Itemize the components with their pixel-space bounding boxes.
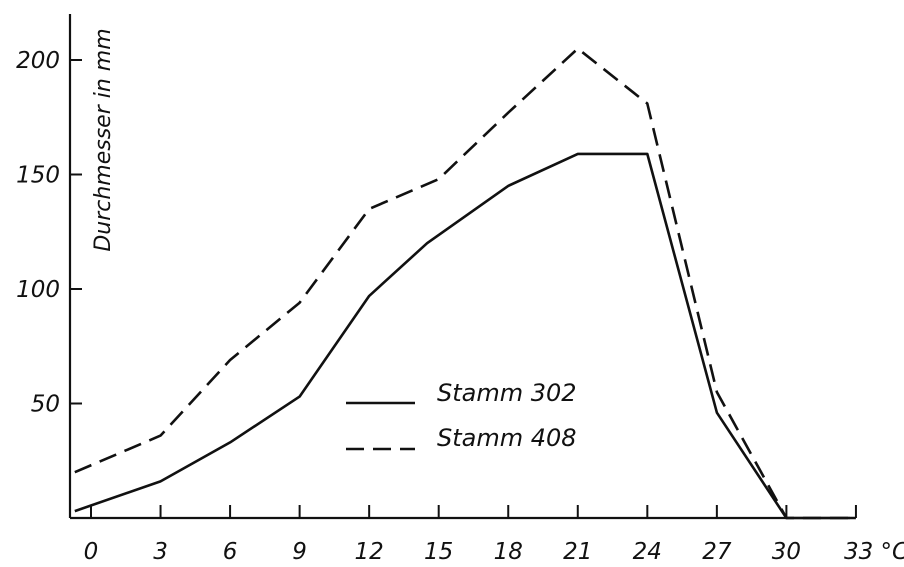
- y-tick-label: 200: [16, 48, 60, 74]
- y-tick-label: 150: [16, 163, 60, 189]
- y-tick-label: 50: [31, 392, 60, 418]
- x-tick-label: 27: [702, 539, 732, 565]
- y-tick-label: 100: [16, 277, 60, 303]
- x-tick-label: 33 °C: [844, 539, 904, 565]
- x-tick-label: 6: [223, 539, 238, 565]
- series-group: [74, 47, 856, 520]
- x-tick-label: 24: [633, 539, 662, 565]
- x-tick-label: 3: [153, 539, 168, 565]
- x-tick-label: 12: [355, 539, 384, 565]
- x-tick-label: 21: [563, 539, 592, 565]
- legend-label-stamm-302: Stamm 302: [437, 379, 577, 407]
- x-tick-label: 30: [772, 539, 801, 565]
- legend: Stamm 302 Stamm 408: [346, 379, 577, 452]
- x-tick-label: 9: [292, 539, 307, 565]
- x-tick-label: 0: [84, 539, 99, 565]
- x-tick-label: 15: [424, 539, 453, 565]
- series-line-stamm-408: [74, 47, 856, 520]
- legend-label-stamm-408: Stamm 408: [437, 424, 577, 452]
- y-axis-title: Durchmesser in mm: [91, 28, 116, 251]
- series-line-stamm-302: [74, 152, 856, 520]
- axis-ticks: 0 3 6 9 12 15 18 21 24 27 30 33 °C 50 100 150 200: [16, 48, 904, 565]
- x-tick-label: 18: [494, 539, 523, 565]
